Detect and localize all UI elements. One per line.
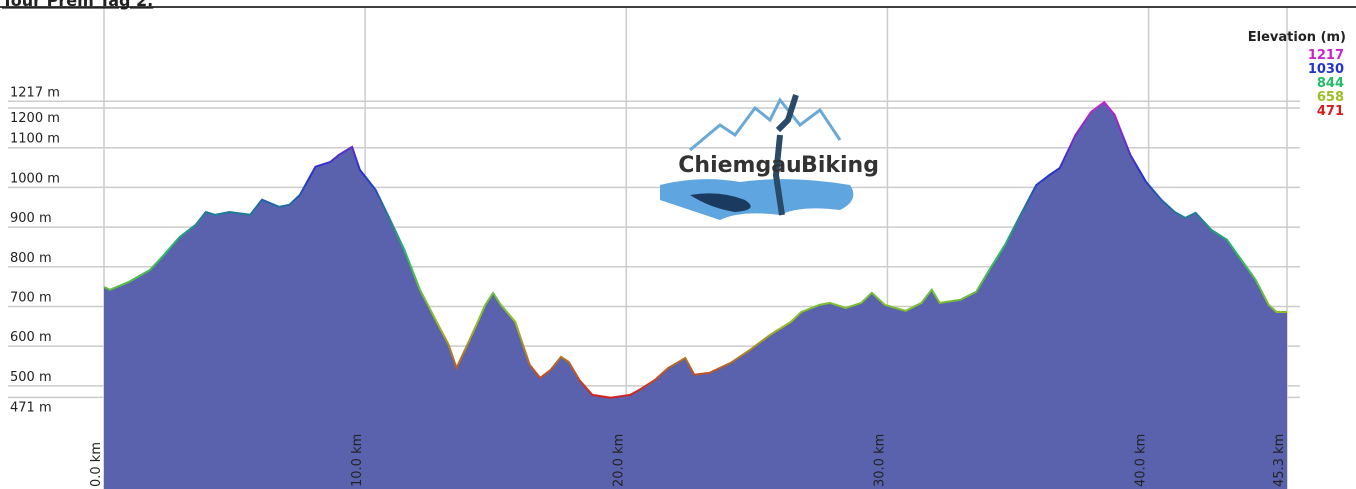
x-tick-label: 30.0 km <box>872 434 887 487</box>
x-tick-label: 0.0 km <box>89 442 104 487</box>
x-tick-label: 45.3 km <box>1272 434 1287 487</box>
y-tick-label: 500 m <box>10 370 52 385</box>
y-tick-label: 700 m <box>10 290 52 305</box>
y-tick-label: 800 m <box>10 251 52 266</box>
y-tick-label: 600 m <box>10 330 52 345</box>
y-tick-label: 1000 m <box>10 171 60 186</box>
x-tick-label: 20.0 km <box>611 434 626 487</box>
legend-value: 1217 <box>1308 48 1344 63</box>
x-tick-label: 10.0 km <box>350 434 365 487</box>
chart: Chiemgau Biking 471 m 500 m 600 m 700 m 800 … <box>0 0 1356 489</box>
y-tick-label: 471 m <box>10 400 52 415</box>
legend-value: 658 <box>1317 90 1344 105</box>
legend-value: 471 <box>1317 104 1344 119</box>
chart-title: Tour Prem Tag 2. <box>2 0 153 10</box>
y-tick-label: 1217 m <box>10 85 60 100</box>
logo-text: Chiemgau <box>678 153 801 178</box>
y-tick-label: 1100 m <box>10 132 60 147</box>
y-tick-label: 900 m <box>10 211 52 226</box>
logo-text: Biking <box>801 153 879 178</box>
legend-value: 844 <box>1317 76 1344 91</box>
legend-value: 1030 <box>1308 62 1344 77</box>
y-tick-label: 1200 m <box>10 111 60 126</box>
x-tick-label: 40.0 km <box>1134 434 1149 487</box>
legend-title: Elevation (m) <box>1248 30 1346 45</box>
